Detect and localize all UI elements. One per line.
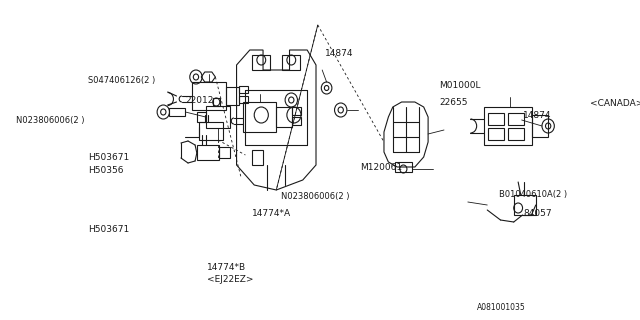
Bar (239, 96, 248, 103)
Bar (292, 107, 301, 115)
Text: M01000L: M01000L (440, 81, 481, 90)
Text: 22655: 22655 (440, 98, 468, 107)
Bar (488, 113, 504, 125)
Bar (212, 98, 220, 106)
Bar (395, 162, 412, 172)
Bar (226, 87, 239, 105)
Bar (532, 115, 548, 137)
Text: H503671: H503671 (88, 153, 129, 162)
Bar (219, 147, 230, 158)
Text: 14774*B: 14774*B (207, 263, 246, 273)
Bar (197, 145, 219, 160)
Bar (282, 55, 300, 70)
Text: 84057: 84057 (524, 210, 552, 219)
Bar (508, 128, 524, 140)
Text: <CANADA>: <CANADA> (589, 99, 640, 108)
Bar (508, 113, 524, 125)
Text: N023806006(2 ): N023806006(2 ) (16, 116, 84, 124)
Bar (243, 102, 276, 132)
Text: N023806006(2 ): N023806006(2 ) (281, 191, 349, 201)
Bar (197, 112, 205, 122)
Bar (252, 150, 263, 165)
Text: 22012: 22012 (186, 95, 214, 105)
Bar (170, 108, 186, 116)
Bar (488, 128, 504, 140)
Bar (514, 195, 536, 215)
Bar (198, 122, 223, 140)
Text: H50356: H50356 (88, 165, 124, 174)
Bar (239, 86, 248, 93)
Text: M120061: M120061 (360, 163, 403, 172)
Bar (193, 82, 226, 110)
Text: S047406126(2 ): S047406126(2 ) (88, 76, 156, 84)
Bar (292, 117, 301, 125)
Text: A081001035: A081001035 (477, 303, 525, 313)
Text: 14874: 14874 (325, 49, 353, 58)
Text: 14874: 14874 (524, 110, 552, 119)
Text: B01040610A(2 ): B01040610A(2 ) (499, 190, 567, 199)
Bar (484, 107, 532, 145)
Text: <EJ22EZ>: <EJ22EZ> (207, 276, 254, 284)
Bar (205, 106, 230, 128)
Text: H503671: H503671 (88, 226, 129, 235)
Text: 14774*A: 14774*A (252, 209, 292, 218)
Bar (276, 107, 292, 127)
Bar (252, 55, 270, 70)
